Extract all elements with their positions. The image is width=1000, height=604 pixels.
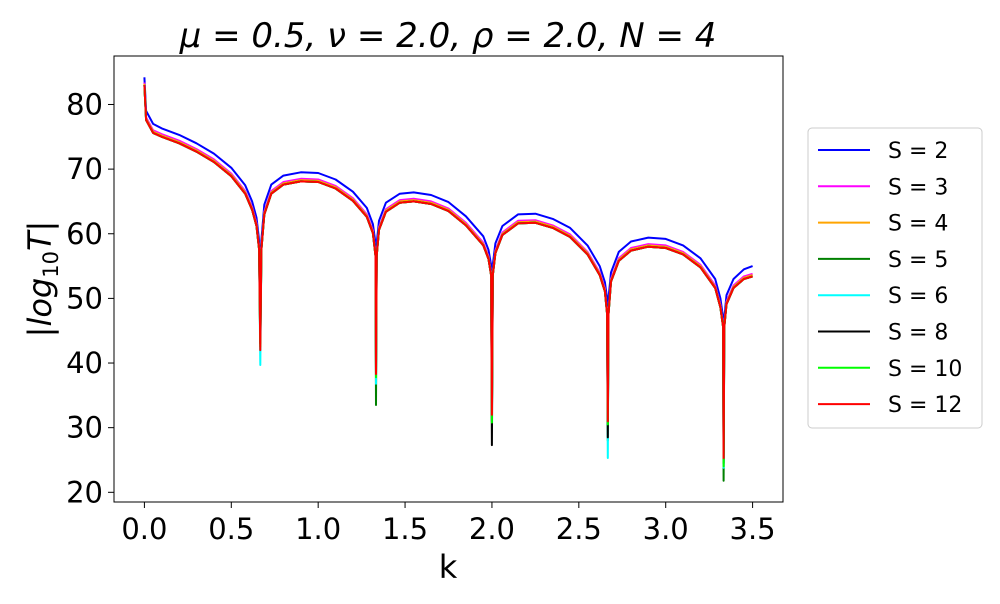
x-tick-label: 1.5 — [382, 512, 428, 546]
y-tick-label: 80 — [66, 87, 103, 121]
y-tick-label: 50 — [66, 281, 103, 315]
x-tick-label: 2.5 — [556, 512, 602, 546]
y-tick-label: 70 — [66, 152, 103, 186]
x-tick-label: 0.0 — [121, 512, 167, 546]
legend-label: S = 12 — [888, 393, 962, 418]
legend-label: S = 3 — [888, 175, 948, 200]
plot-area — [113, 55, 784, 503]
plot-frame — [113, 55, 784, 503]
legend-label: S = 6 — [888, 284, 948, 309]
x-tick-label: 2.0 — [469, 512, 515, 546]
plot-background — [114, 56, 783, 502]
x-tick-label: 0.5 — [208, 512, 254, 546]
legend-label: S = 2 — [888, 139, 948, 164]
y-axis-label-main: |log — [21, 278, 59, 338]
x-tick-label: 3.5 — [730, 512, 776, 546]
y-tick-label: 20 — [66, 475, 103, 509]
series-line-s-12 — [143, 85, 753, 459]
legend-box — [807, 127, 983, 429]
x-tick-label: 3.0 — [643, 512, 689, 546]
legend-label: S = 10 — [888, 357, 962, 382]
legend-label: S = 8 — [888, 321, 948, 346]
legend-label: S = 5 — [888, 248, 948, 273]
y-tick-label: 30 — [66, 411, 103, 445]
y-tick-label: 40 — [66, 346, 103, 380]
chart-title: μ = 0.5, ν = 2.0, ρ = 2.0, N = 4 — [179, 16, 717, 56]
y-axis-label-subscript: 10 — [39, 251, 63, 278]
y-axis-label: |log10T| — [21, 221, 63, 338]
y-axis-label-tail: T| — [21, 221, 59, 251]
legend: S = 2 S = 3 S = 4 S = 5 S = 6 S = 8 S = 10 S = … — [807, 127, 983, 429]
x-tick-label: 1.0 — [295, 512, 341, 546]
x-axis-label: k — [439, 548, 458, 586]
legend-label: S = 4 — [888, 212, 948, 237]
y-tick-label: 60 — [66, 217, 103, 251]
x-axis: 0.0 0.5 1.0 1.5 2.0 2.5 3.0 3.5 — [121, 502, 776, 546]
series-lines — [143, 77, 753, 482]
y-axis: 20 30 40 50 60 70 80 — [66, 87, 114, 509]
